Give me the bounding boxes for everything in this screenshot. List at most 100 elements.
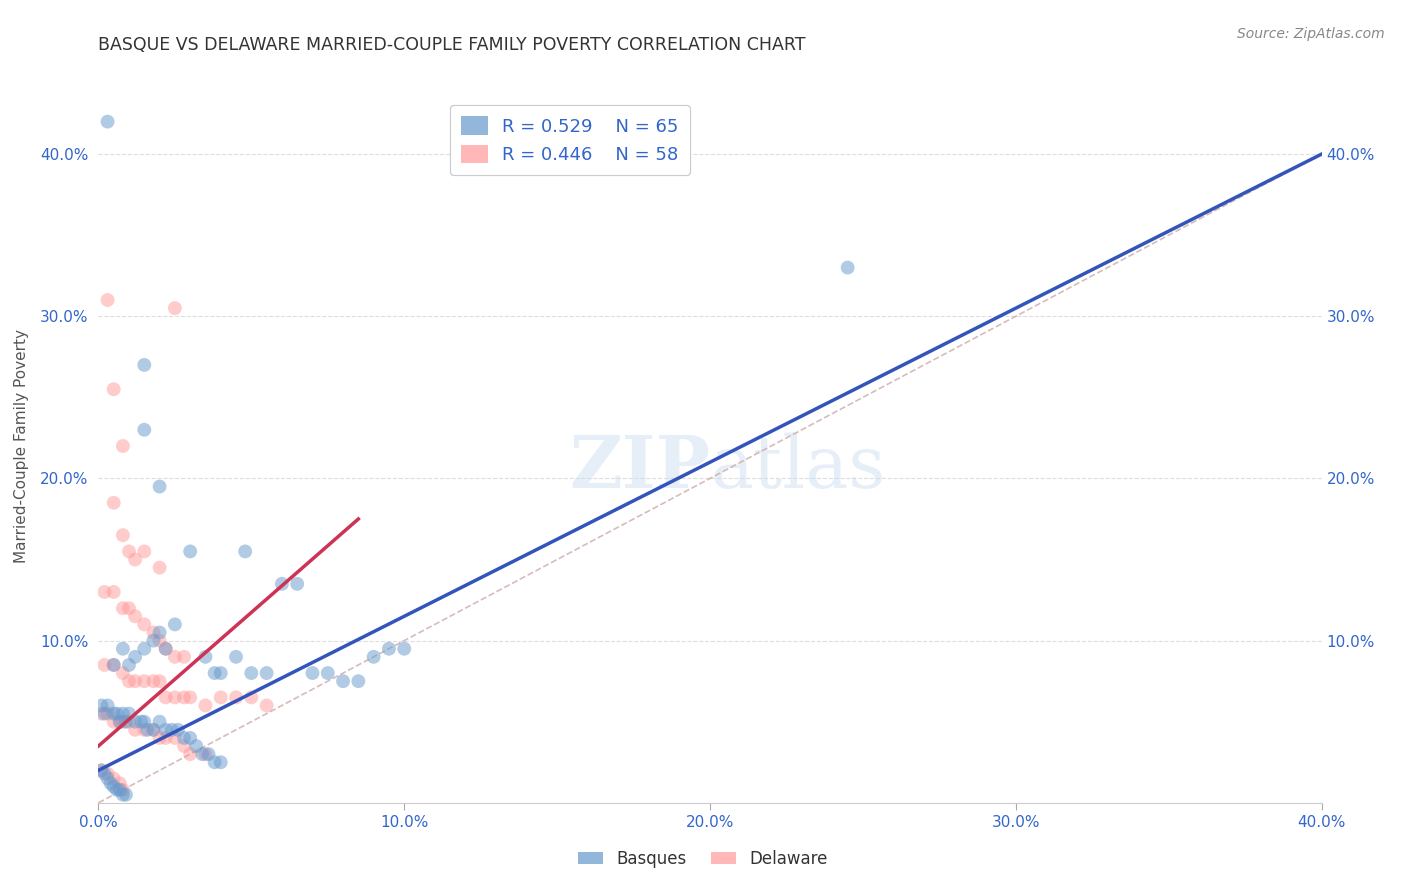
Point [111,788,134,802]
Point [118,544,141,558]
Point [149,731,172,745]
Point [103,780,125,794]
Point [142,633,165,648]
Point [179,731,201,745]
Point [173,690,195,705]
Point [108,714,131,729]
Point [136,723,159,737]
Point [90,764,112,778]
Point [134,674,156,689]
Point [163,301,186,315]
Text: ZIP: ZIP [569,432,710,503]
Point [155,731,177,745]
Point [149,625,172,640]
Point [124,609,146,624]
Point [124,674,146,689]
Point [837,260,859,275]
Point [97,293,120,307]
Point [97,772,120,786]
Point [191,747,214,761]
Point [155,641,177,656]
Point [194,698,217,713]
Point [256,666,278,681]
Point [173,649,195,664]
Text: atlas: atlas [710,432,886,503]
Point [332,674,354,689]
Point [124,714,146,729]
Point [90,764,112,778]
Point [111,706,134,721]
Point [134,714,156,729]
Point [209,690,232,705]
Point [134,358,156,372]
Point [105,782,128,797]
Y-axis label: Married-Couple Family Poverty: Married-Couple Family Poverty [14,329,30,563]
Point [155,690,177,705]
Point [167,723,190,737]
Point [301,666,323,681]
Point [363,649,385,664]
Point [93,766,115,780]
Point [163,617,186,632]
Point [179,544,201,558]
Point [204,666,226,681]
Point [103,706,125,721]
Point [134,723,156,737]
Point [179,747,201,761]
Point [194,747,217,761]
Point [118,714,141,729]
Point [285,577,308,591]
Point [149,633,172,648]
Point [149,674,172,689]
Point [103,657,125,672]
Point [173,739,195,753]
Point [225,649,247,664]
Point [173,731,195,745]
Point [233,544,256,558]
Point [111,439,134,453]
Point [155,723,177,737]
Point [111,528,134,542]
Point [103,382,125,396]
Point [134,544,156,558]
Point [111,641,134,656]
Point [186,739,208,753]
Point [115,714,138,729]
Point [179,690,201,705]
Point [134,641,156,656]
Point [155,641,177,656]
Point [240,690,263,705]
Point [197,747,219,761]
Point [90,698,112,713]
Point [149,714,172,729]
Point [118,601,141,615]
Point [103,657,125,672]
Point [103,585,125,599]
Point [270,577,292,591]
Point [124,723,146,737]
Point [129,714,152,729]
Point [124,649,146,664]
Legend: Basques, Delaware: Basques, Delaware [571,844,835,875]
Point [90,706,112,721]
Point [163,690,186,705]
Point [118,706,141,721]
Text: Source: ZipAtlas.com: Source: ZipAtlas.com [1237,27,1385,41]
Point [111,666,134,681]
Point [149,560,172,574]
Point [118,657,141,672]
Point [111,714,134,729]
Point [108,776,131,790]
Point [142,674,165,689]
Point [103,714,125,729]
Point [93,657,115,672]
Legend: R = 0.529    N = 65, R = 0.446    N = 58: R = 0.529 N = 65, R = 0.446 N = 58 [450,105,689,175]
Point [97,114,120,128]
Point [93,706,115,721]
Point [103,772,125,786]
Point [204,756,226,770]
Point [118,674,141,689]
Point [316,666,339,681]
Point [163,649,186,664]
Point [100,776,122,790]
